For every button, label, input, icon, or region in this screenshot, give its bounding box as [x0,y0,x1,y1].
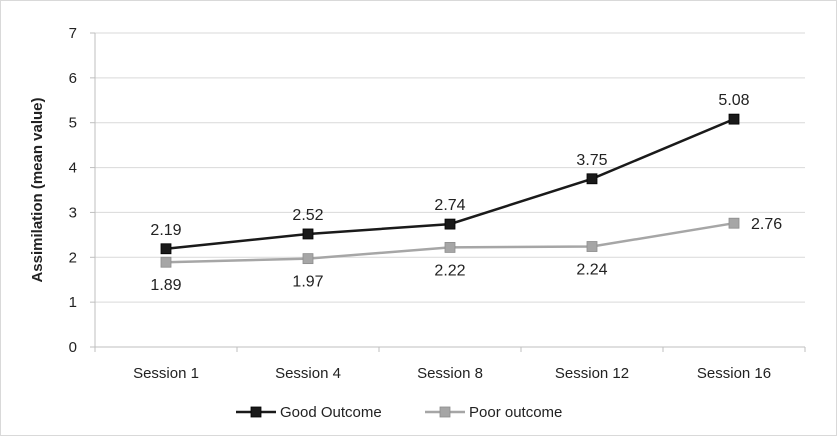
y-tick-label: 6 [69,70,77,87]
y-tick-label: 3 [69,204,77,221]
data-label-good: 2.74 [434,197,465,214]
x-tick-label: Session 4 [275,365,341,382]
series-2-marker [586,241,598,252]
x-tick-label: Session 12 [555,365,629,382]
data-label-good: 2.19 [150,222,181,239]
y-tick-label: 7 [69,25,77,42]
y-axis-label: Assimilation (mean value) [29,97,46,282]
legend-marker-2 [439,406,451,418]
series-2-marker [444,242,456,253]
series-2-marker [160,256,172,268]
series-1-marker [444,218,456,230]
legend-label-1: Good Outcome [280,404,382,421]
y-tick-label: 1 [69,294,77,311]
y-tick-label: 0 [69,339,77,356]
x-tick-label: Session 16 [697,365,771,382]
series-1-marker [586,173,598,185]
axes [90,32,806,352]
data-label-good: 2.52 [292,207,323,224]
data-label-poor: 2.24 [576,262,607,279]
data-labels: 2.19 2.52 2.74 3.75 5.08 1.89 1.97 2.22 2.24 2.76 [150,92,782,294]
legend-marker-1 [250,406,262,418]
y-tick-label: 2 [69,249,77,266]
x-tick-label: Session 8 [417,365,483,382]
series-1-marker [160,243,172,255]
series-1-marker [302,228,314,240]
data-label-poor: 2.76 [751,216,782,233]
x-tick-labels: Session 1 Session 4 Session 8 Session 12 Ses… [133,365,771,382]
data-label-poor: 1.97 [292,274,323,291]
data-label-poor: 2.22 [434,262,465,279]
data-label-good: 5.08 [718,92,749,109]
series-1-marker [728,113,740,125]
data-label-poor: 1.89 [150,277,181,294]
legend-label-2: Poor outcome [469,404,562,421]
gridlines [95,32,805,303]
series-group [160,113,740,268]
x-tick-label: Session 1 [133,365,199,382]
y-tick-label: 5 [69,115,77,132]
series-2-marker [728,217,740,229]
series-2-marker [302,253,314,265]
y-tick-label: 4 [69,160,77,177]
legend: Good Outcome Poor outcome [236,404,562,421]
data-label-good: 3.75 [576,152,607,169]
y-tick-labels: 0 1 2 3 4 5 6 7 [69,25,77,356]
